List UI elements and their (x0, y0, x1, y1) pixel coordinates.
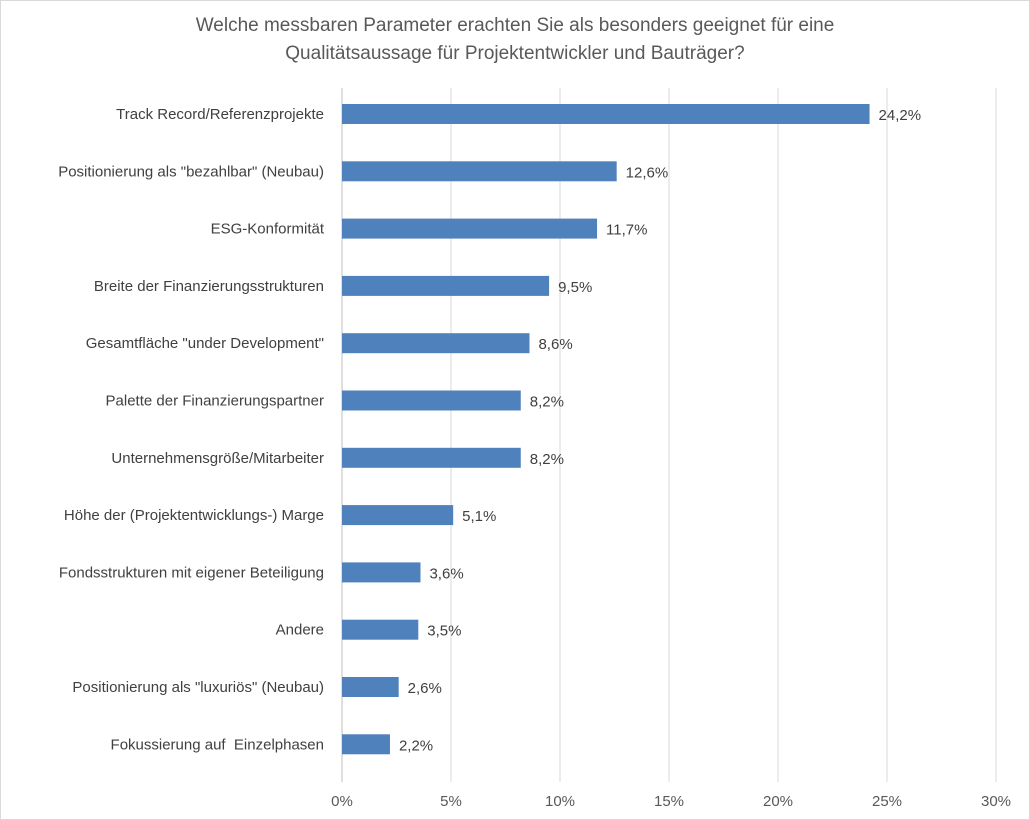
category-label-6: Palette der Finanzierungspartner (106, 393, 324, 410)
bar-8 (342, 505, 454, 526)
gridlines (341, 88, 997, 782)
value-labels: 24,2% 12,6% 11,7% 9,5% 8,6% 8,2% 8,2% 5,1% 3,6% 3… (399, 107, 921, 754)
value-label-5: 8,6% (538, 336, 572, 353)
bar-6 (342, 390, 521, 411)
bar-7 (342, 447, 521, 468)
category-label-11: Positionierung als "luxuriös" (Neubau) (72, 679, 324, 696)
value-label-8: 5,1% (462, 508, 496, 525)
category-label-10: Andere (276, 622, 324, 639)
category-label-7: Unternehmensgröße/Mitarbeiter (111, 450, 324, 467)
bar-11 (342, 677, 399, 697)
category-label-2: Positionierung als "bezahlbar" (Neubau) (58, 163, 324, 180)
value-label-6: 8,2% (530, 394, 564, 411)
x-tick-label-25: 25% (872, 793, 902, 810)
bar-2 (342, 161, 617, 182)
chart-title-line-2: Qualitätsaussage für Projektentwickler u… (285, 43, 745, 64)
x-tick-label-20: 20% (763, 793, 793, 810)
value-label-3: 11,7% (606, 222, 647, 239)
chart-title: Welche messbaren Parameter erachten Sie … (0, 12, 1030, 68)
bar-10 (342, 619, 419, 640)
x-tick-label-30: 30% (981, 793, 1011, 810)
value-label-11: 2,6% (408, 680, 442, 697)
bar-3 (342, 218, 598, 239)
value-label-1: 24,2% (879, 107, 922, 124)
category-label-8: Höhe der (Projektentwicklungs-) Marge (64, 507, 324, 524)
x-tick-labels: 0% 5% 10% 15% 20% 25% 30% (331, 793, 1011, 810)
bar-9 (342, 562, 421, 583)
value-label-4: 9,5% (558, 279, 592, 296)
x-tick-label-10: 10% (545, 793, 575, 810)
chart-title-line-1: Welche messbaren Parameter erachten Sie … (195, 15, 835, 36)
category-label-4: Breite der Finanzierungsstrukturen (94, 278, 324, 295)
value-label-12: 2,2% (399, 737, 433, 754)
x-tick-label-0: 0% (331, 793, 353, 810)
category-labels: Track Record/Referenzprojekte Positionier… (58, 106, 325, 753)
category-label-3: ESG-Konformität (211, 221, 325, 238)
value-label-9: 3,6% (429, 565, 463, 582)
category-label-1: Track Record/Referenzprojekte (116, 106, 324, 123)
value-label-2: 12,6% (626, 164, 669, 181)
x-tick-label-5: 5% (440, 793, 462, 810)
bar-1 (342, 104, 870, 124)
category-label-12: Fokussierung auf Einzelphasen (111, 736, 324, 753)
category-label-9: Fondsstrukturen mit eigener Beteiligung (59, 564, 324, 581)
x-tick-label-15: 15% (654, 793, 684, 810)
bar-5 (342, 333, 530, 354)
bars (342, 104, 870, 755)
category-label-5: Gesamtfläche "under Development" (86, 335, 324, 352)
bar-4 (342, 275, 550, 296)
bar-12 (342, 734, 390, 755)
value-label-7: 8,2% (530, 451, 564, 468)
value-label-10: 3,5% (427, 623, 461, 640)
